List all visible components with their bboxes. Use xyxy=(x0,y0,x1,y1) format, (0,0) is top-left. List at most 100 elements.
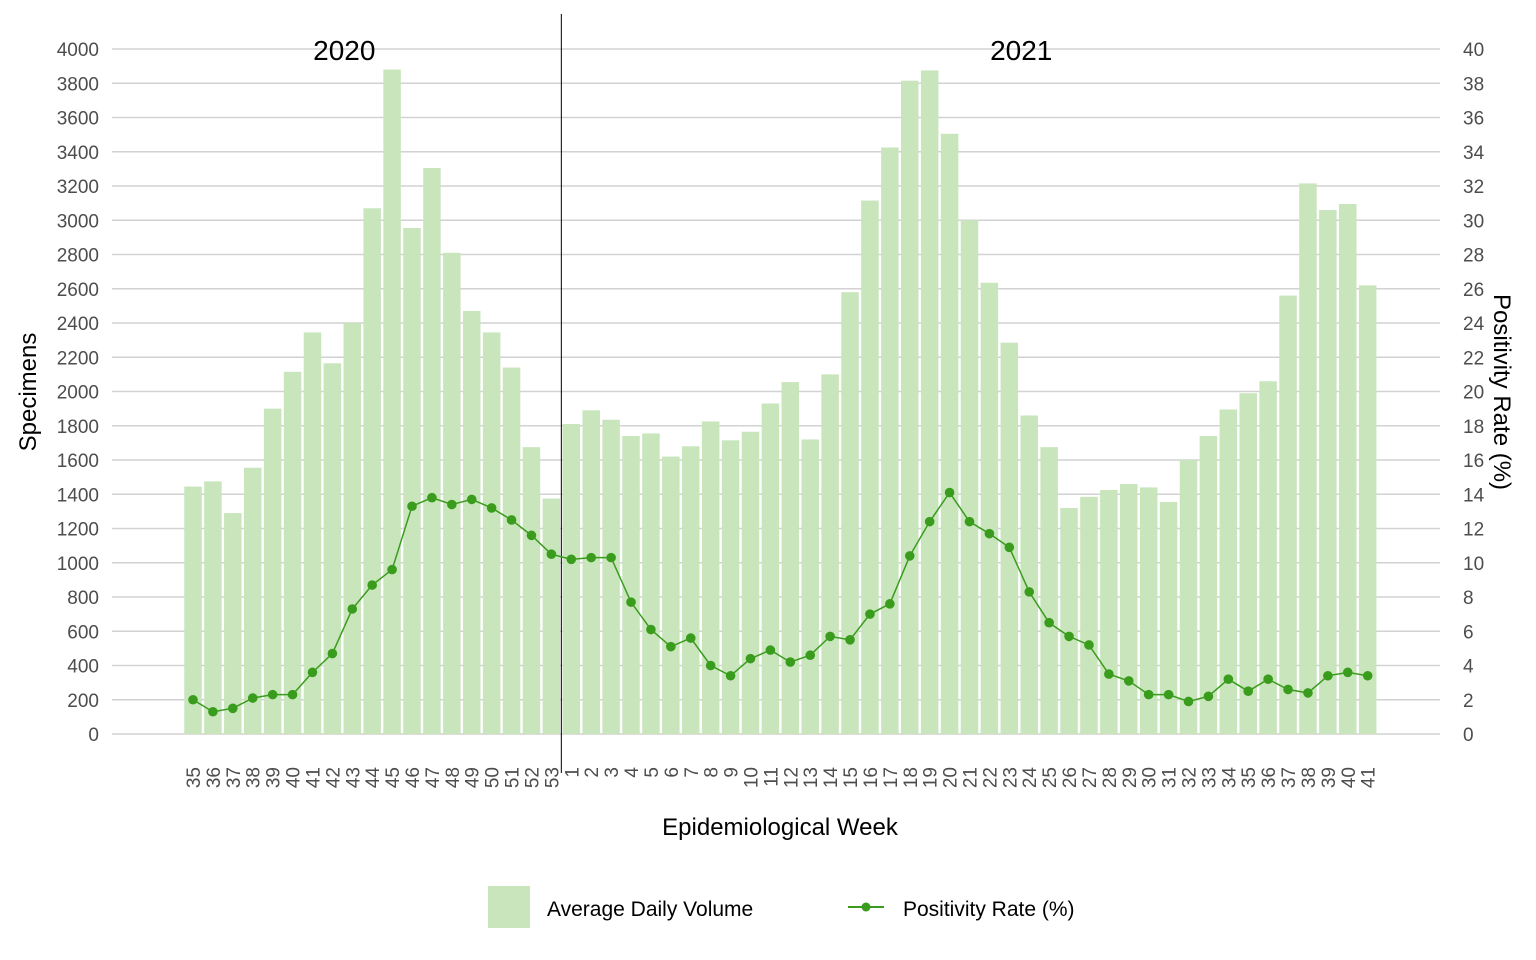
legend-swatch-average-daily-volume xyxy=(488,886,530,928)
point xyxy=(1183,696,1194,707)
x-tick-label: 2 xyxy=(582,767,603,778)
y-axis-title: Specimens xyxy=(15,333,42,452)
point xyxy=(725,670,736,681)
point xyxy=(1123,676,1134,686)
point xyxy=(646,624,656,635)
y2-tick-label: 0 xyxy=(1463,725,1474,746)
bar xyxy=(701,421,720,734)
x-tick-label: 32 xyxy=(1180,767,1201,788)
x-tick-label: 19 xyxy=(921,767,942,788)
x-tick-label: 38 xyxy=(1299,767,1320,788)
x-axis-ticks: 3536373839404142434445464748495051525312… xyxy=(184,767,1380,789)
bar xyxy=(1199,436,1218,734)
x-tick-label: 37 xyxy=(224,767,245,788)
x-tick-label: 46 xyxy=(403,767,424,788)
point xyxy=(1004,542,1015,553)
point xyxy=(287,689,298,700)
x-tick-label: 36 xyxy=(204,767,225,788)
point xyxy=(1064,631,1074,642)
bar xyxy=(1259,381,1277,734)
bar-series-average-daily-volume xyxy=(184,69,1377,735)
bar xyxy=(741,431,760,734)
x-tick-label: 31 xyxy=(1160,767,1181,788)
x-tick-label: 25 xyxy=(1040,767,1061,788)
y-tick-label: 200 xyxy=(67,691,99,712)
point xyxy=(1342,667,1353,678)
y2-tick-label: 6 xyxy=(1463,622,1474,643)
bar xyxy=(1219,409,1238,734)
bar xyxy=(423,168,441,735)
x-tick-label: 40 xyxy=(284,767,305,788)
y-tick-label: 3800 xyxy=(57,74,99,95)
y2-tick-label: 18 xyxy=(1463,417,1484,438)
bar xyxy=(462,311,481,734)
x-tick-label: 49 xyxy=(463,767,484,788)
bar xyxy=(403,227,421,735)
bar xyxy=(522,447,541,734)
point xyxy=(566,554,577,565)
x-tick-label: 17 xyxy=(881,767,902,788)
bar xyxy=(980,282,999,734)
bar xyxy=(1159,501,1178,734)
x-tick-label: 41 xyxy=(1359,767,1380,788)
year-label: 2021 xyxy=(990,35,1052,66)
point xyxy=(347,604,358,614)
y-tick-label: 2200 xyxy=(57,348,99,369)
point xyxy=(1203,691,1214,702)
bar xyxy=(602,419,620,734)
point xyxy=(765,645,776,655)
point xyxy=(327,648,338,659)
point xyxy=(586,552,596,563)
y-tick-label: 3600 xyxy=(57,109,99,130)
bar xyxy=(1040,447,1058,734)
point xyxy=(964,516,975,527)
y-tick-label: 2800 xyxy=(57,246,99,267)
bar xyxy=(224,513,242,734)
point xyxy=(705,660,716,671)
x-tick-label: 15 xyxy=(841,767,862,788)
left-axis-ticks: 0 200 400 600 800 1000 1200 1400 1600 1800 2000 220… xyxy=(57,40,99,746)
bar xyxy=(1000,342,1019,734)
y2-tick-label: 8 xyxy=(1463,588,1474,609)
point xyxy=(666,641,676,652)
bar xyxy=(721,440,740,734)
y-tick-label: 3000 xyxy=(57,211,99,232)
bar xyxy=(881,147,899,734)
bar xyxy=(920,70,939,734)
x-tick-label: 48 xyxy=(443,767,464,788)
point xyxy=(1323,670,1333,681)
bar xyxy=(662,456,680,734)
x-tick-label: 33 xyxy=(1199,767,1220,788)
x-tick-label: 35 xyxy=(1239,767,1260,788)
point xyxy=(407,501,417,512)
point xyxy=(944,487,955,498)
x-tick-label: 37 xyxy=(1279,767,1300,788)
point xyxy=(1044,617,1054,628)
point xyxy=(845,635,855,645)
point xyxy=(785,657,796,667)
point xyxy=(387,564,397,575)
point xyxy=(1024,587,1035,597)
bar xyxy=(801,439,819,734)
bar xyxy=(960,220,979,734)
bar xyxy=(781,382,800,734)
y-tick-label: 0 xyxy=(88,725,99,746)
x-tick-label: 26 xyxy=(1060,767,1081,788)
y2-tick-label: 22 xyxy=(1463,348,1484,369)
y-tick-label: 400 xyxy=(67,657,99,678)
x-tick-label: 6 xyxy=(662,767,683,778)
bar xyxy=(940,133,959,735)
bar xyxy=(184,486,202,734)
x-tick-label: 45 xyxy=(383,767,404,788)
x-tick-label: 29 xyxy=(1120,767,1141,788)
x-tick-label: 53 xyxy=(542,767,563,788)
x-tick-label: 52 xyxy=(522,767,543,788)
point xyxy=(546,549,557,559)
point xyxy=(1104,669,1114,679)
x-tick-label: 16 xyxy=(861,767,882,788)
point xyxy=(427,492,437,503)
point xyxy=(228,703,238,714)
point xyxy=(526,530,537,541)
x-tick-label: 14 xyxy=(821,767,842,789)
